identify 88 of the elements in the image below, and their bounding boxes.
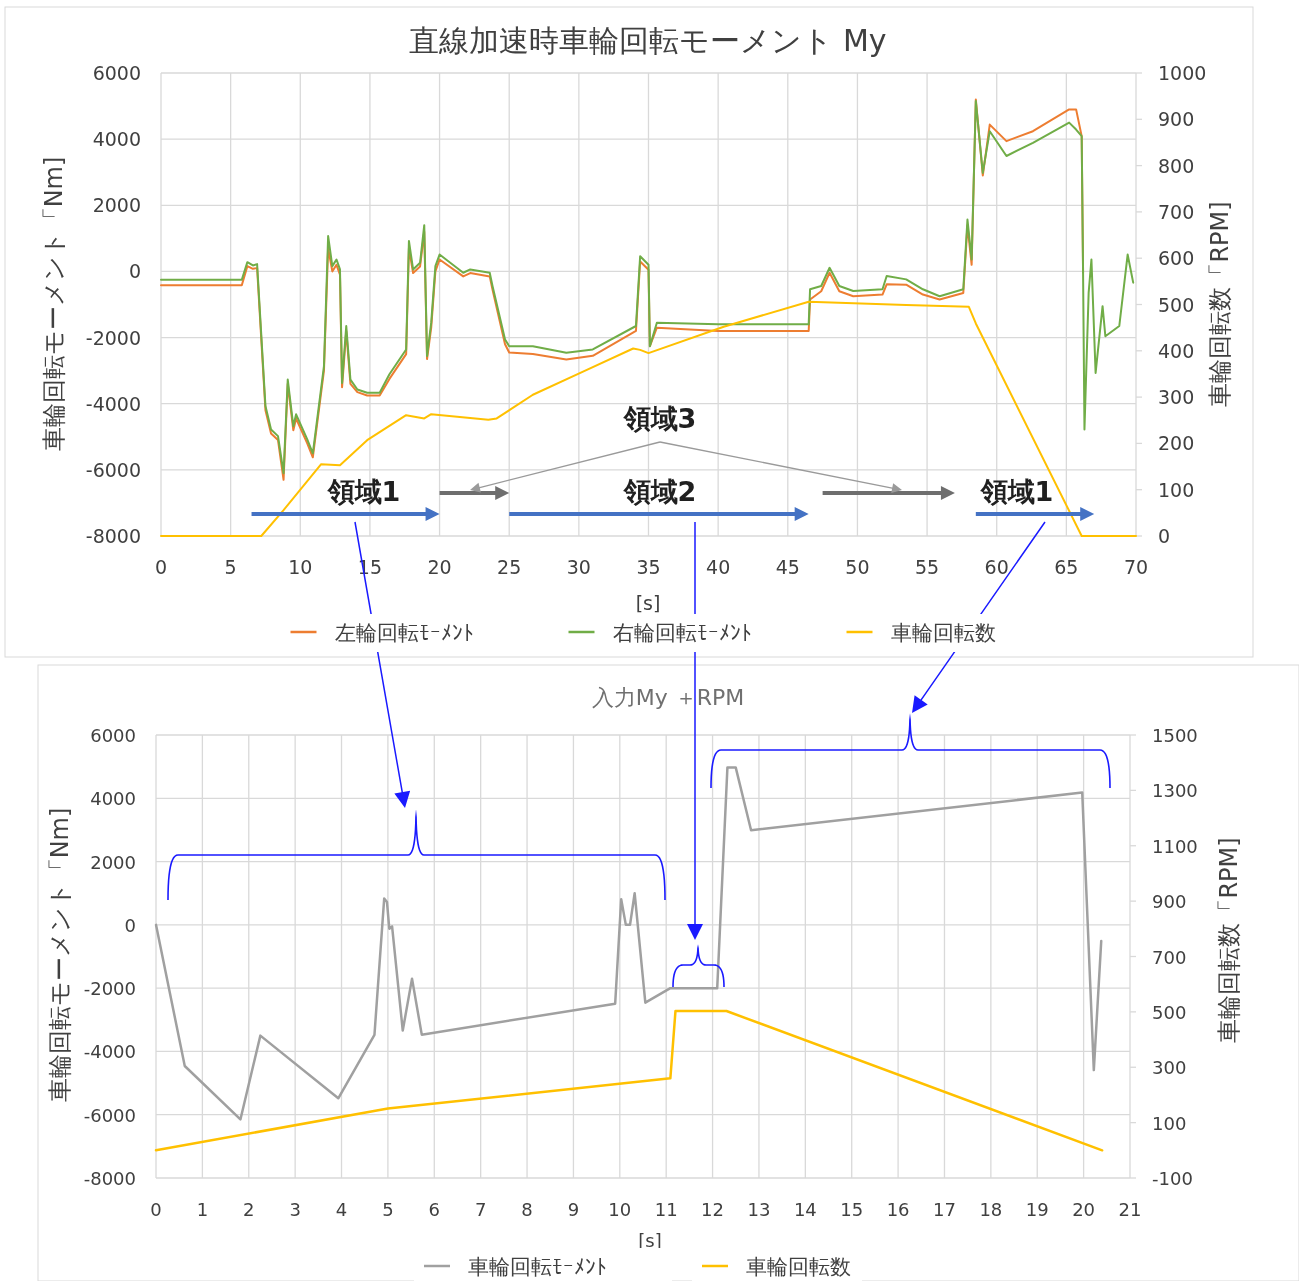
legend-label: 車輪回転数 bbox=[746, 1255, 851, 1279]
y-tick-label: 4000 bbox=[92, 128, 141, 151]
x-tick-label: 45 bbox=[775, 556, 800, 578]
x-tick-label: 7 bbox=[474, 1199, 487, 1220]
y-tick-label: -2000 bbox=[83, 978, 136, 1000]
x-tick-label: 15 bbox=[840, 1199, 864, 1220]
x-tick-label: 0 bbox=[154, 556, 168, 578]
x-tick-label: 1 bbox=[196, 1199, 209, 1220]
x-tick-label: 5 bbox=[382, 1199, 394, 1220]
annotation: 領域1 bbox=[979, 476, 1054, 507]
chart-title: 直線加速時車輪回転モーメント My bbox=[409, 22, 887, 58]
y2-tick-label: 600 bbox=[1158, 247, 1195, 270]
x-tick-label: 17 bbox=[933, 1199, 956, 1220]
annotation: 領域1 bbox=[326, 476, 401, 507]
x-tick-label: 10 bbox=[608, 1199, 632, 1220]
y2-tick-label: 1100 bbox=[1152, 835, 1198, 857]
x-tick-label: 14 bbox=[793, 1199, 817, 1220]
y2-tick-label: -100 bbox=[1152, 1168, 1193, 1189]
y-tick-label: -6000 bbox=[83, 1104, 136, 1126]
y2-tick-label: 700 bbox=[1152, 946, 1187, 968]
y2-tick-label: 0 bbox=[1158, 525, 1171, 547]
legend-label: 車輪回転数 bbox=[890, 621, 996, 645]
x-tick-label: 70 bbox=[1123, 556, 1149, 578]
x-tick-label: 8 bbox=[521, 1199, 533, 1220]
y2-tick-label: 1500 bbox=[1152, 725, 1198, 746]
y-tick-label: 6000 bbox=[92, 62, 141, 84]
x-tick-label: 35 bbox=[636, 556, 661, 578]
x-tick-label: 6 bbox=[428, 1199, 441, 1220]
y-axis-title: 車輪回転モーメント「Nm] bbox=[46, 807, 74, 1103]
y2-tick-label: 900 bbox=[1158, 108, 1195, 131]
legend-label: 車輪回転ﾓｰﾒﾝﾄ bbox=[468, 1255, 607, 1279]
x-tick-label: 18 bbox=[979, 1199, 1003, 1220]
x-tick-label: 55 bbox=[914, 556, 940, 578]
y-tick-label: -6000 bbox=[85, 458, 141, 481]
x-tick-label: 50 bbox=[845, 556, 870, 578]
y-tick-label: 2000 bbox=[92, 194, 141, 217]
y2-tick-label: 700 bbox=[1158, 200, 1195, 223]
y-tick-label: -4000 bbox=[85, 392, 141, 415]
x-tick-label: 3 bbox=[289, 1199, 301, 1220]
x-tick-label: 20 bbox=[1072, 1199, 1096, 1220]
y2-tick-label: 500 bbox=[1158, 293, 1195, 316]
y2-tick-label: 900 bbox=[1152, 891, 1187, 913]
y-tick-label: 6000 bbox=[90, 725, 136, 746]
y-tick-label: -2000 bbox=[85, 326, 141, 349]
legend-label: 右輪回転ﾓｰﾒﾝﾄ bbox=[612, 621, 752, 645]
y-tick-label: 4000 bbox=[90, 788, 136, 810]
y2-tick-label: 1300 bbox=[1152, 780, 1198, 802]
y2-tick-label: 200 bbox=[1158, 432, 1195, 455]
y2-tick-label: 1000 bbox=[1158, 62, 1207, 84]
x-tick-label: 16 bbox=[886, 1199, 910, 1220]
chart-title: 入力My ＋RPM bbox=[591, 684, 745, 710]
y-tick-label: 2000 bbox=[90, 851, 136, 873]
y2-tick-label: 100 bbox=[1152, 1112, 1187, 1134]
x-tick-label: 25 bbox=[497, 556, 522, 578]
annotation: 領域2 bbox=[622, 476, 697, 507]
y2-axis-title: 車輪回転数「RPM] bbox=[1206, 201, 1234, 407]
x-tick-label: 40 bbox=[706, 556, 731, 578]
y2-tick-label: 300 bbox=[1158, 386, 1195, 409]
x-tick-label: 13 bbox=[747, 1199, 771, 1220]
y-tick-label: 0 bbox=[128, 260, 141, 283]
x-tick-label: 20 bbox=[427, 556, 452, 578]
y-tick-label: -4000 bbox=[83, 1041, 136, 1063]
x-tick-label: 19 bbox=[1025, 1199, 1049, 1220]
x-tick-label: 30 bbox=[566, 556, 591, 578]
y-tick-label: 0 bbox=[124, 914, 136, 936]
annotation: 領域3 bbox=[622, 403, 697, 434]
y2-tick-label: 300 bbox=[1152, 1057, 1187, 1079]
x-axis-title: [s] bbox=[635, 592, 661, 614]
y2-tick-label: 800 bbox=[1158, 154, 1195, 177]
x-tick-label: 65 bbox=[1054, 556, 1079, 578]
x-tick-label: 21 bbox=[1118, 1199, 1142, 1220]
y-tick-label: -8000 bbox=[85, 525, 141, 547]
x-tick-label: 9 bbox=[567, 1199, 580, 1220]
x-tick-label: 0 bbox=[150, 1199, 162, 1220]
legend-label: 左輪回転ﾓｰﾒﾝﾄ bbox=[334, 621, 474, 645]
y2-tick-label: 100 bbox=[1158, 478, 1195, 501]
y-tick-label: -8000 bbox=[83, 1168, 136, 1189]
x-tick-label: 10 bbox=[288, 556, 313, 578]
x-tick-label: 5 bbox=[224, 556, 237, 578]
x-tick-label: 11 bbox=[654, 1199, 678, 1220]
x-tick-label: 12 bbox=[701, 1199, 725, 1220]
y2-axis-title: 車輪回転数「RPM] bbox=[1215, 837, 1243, 1043]
y2-tick-label: 500 bbox=[1152, 1001, 1187, 1023]
x-tick-label: 4 bbox=[335, 1199, 348, 1220]
y2-tick-label: 400 bbox=[1158, 339, 1195, 362]
x-tick-label: 60 bbox=[984, 556, 1009, 578]
y-axis-title: 車輪回転モーメント「Nm] bbox=[40, 156, 68, 452]
x-tick-label: 2 bbox=[243, 1199, 255, 1220]
